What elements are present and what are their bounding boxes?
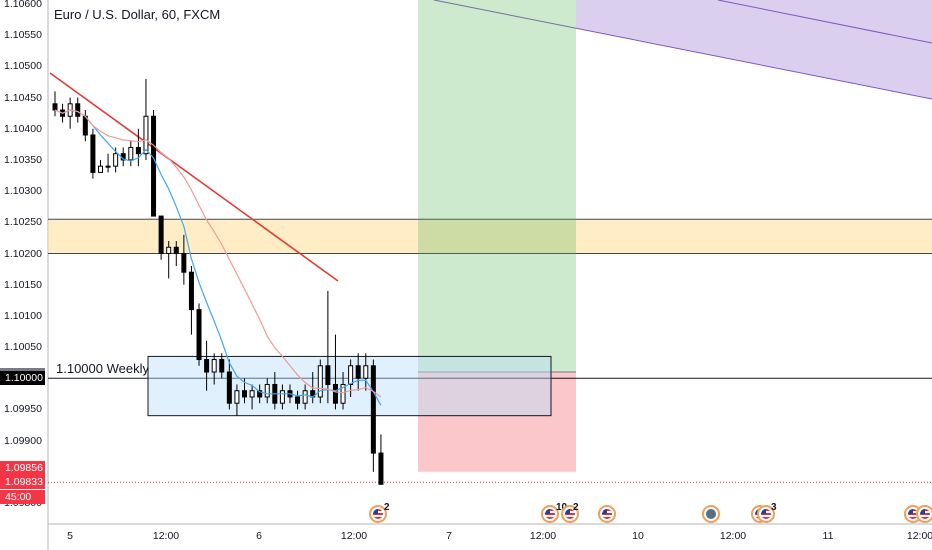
target-zone xyxy=(418,0,576,373)
price-label: 1.10350 xyxy=(4,153,42,166)
price-tag-structure: 1.10000 xyxy=(0,371,45,386)
bar-countdown-tag: 45:00 xyxy=(0,490,45,505)
channel-lower-line xyxy=(433,0,932,100)
price-label: 1.09950 xyxy=(4,403,42,416)
price-label: 1.10550 xyxy=(4,29,42,42)
candle-body xyxy=(173,246,179,254)
price-label: 1.10400 xyxy=(4,122,42,135)
event-count: 2 xyxy=(384,502,390,513)
time-label: 12:00 xyxy=(152,530,180,542)
trend-line xyxy=(49,72,339,282)
candle-body xyxy=(264,383,270,398)
candle-body xyxy=(204,359,210,373)
candle-body xyxy=(196,309,202,361)
time-label: 6 xyxy=(256,530,262,542)
price-label: 1.10500 xyxy=(4,60,42,73)
candle-body xyxy=(166,246,172,254)
price-label: 1.10150 xyxy=(4,278,42,291)
candle-body xyxy=(378,452,384,485)
candle-body xyxy=(226,371,232,404)
resistance-zone xyxy=(48,219,932,254)
candle-body xyxy=(234,390,240,404)
chart-title: Euro / U.S. Dollar, 60, FXCM xyxy=(54,7,221,22)
price-label: 1.10200 xyxy=(4,247,42,260)
ma-slow-line xyxy=(54,109,382,398)
economic-event-us-flag-icon[interactable] xyxy=(916,505,932,523)
time-label: 12:00 xyxy=(340,530,368,542)
candle-body xyxy=(151,115,157,217)
candle-body xyxy=(158,215,164,254)
stop-zone xyxy=(418,372,576,472)
candle-body xyxy=(211,359,217,373)
candle-body xyxy=(105,165,111,168)
price-label: 1.10300 xyxy=(4,185,42,198)
economic-event-world-icon[interactable] xyxy=(702,505,720,523)
ma-fast-line xyxy=(54,109,382,406)
candle-body xyxy=(90,134,96,173)
candle-body xyxy=(188,271,194,311)
candle-body xyxy=(302,390,308,404)
time-label: 11 xyxy=(822,530,834,542)
economic-event-us-flag-icon[interactable] xyxy=(369,505,387,523)
candle-body xyxy=(355,365,361,379)
price-label: 1.10100 xyxy=(4,309,42,322)
candle-body xyxy=(113,153,119,167)
price-label: 1.10050 xyxy=(4,341,42,354)
channel-upper-line xyxy=(717,0,932,44)
candle-body xyxy=(332,383,338,404)
candle-body xyxy=(135,146,141,155)
price-label: 1.09900 xyxy=(4,434,42,447)
price-tag-last: 1.09833 xyxy=(0,475,45,490)
time-label: 10 xyxy=(632,530,644,542)
time-label: 12:00 xyxy=(719,530,747,542)
candle-body xyxy=(219,359,225,373)
time-label: 5 xyxy=(67,530,73,542)
channel-fill xyxy=(434,0,932,99)
candle-body xyxy=(82,115,88,136)
price-label: 1.10600 xyxy=(4,0,42,10)
candle-body xyxy=(257,390,263,398)
candle-body xyxy=(279,390,285,404)
time-label: 7 xyxy=(446,530,452,542)
event-count: 3 xyxy=(771,502,777,513)
candle-body xyxy=(325,365,331,385)
candle-body xyxy=(340,383,346,404)
price-label: 1.10450 xyxy=(4,91,42,104)
economic-event-us-flag-icon[interactable] xyxy=(541,505,559,523)
candle-body xyxy=(75,103,81,117)
economic-event-us-flag-icon[interactable] xyxy=(598,505,616,523)
candle-body xyxy=(317,365,323,398)
event-count: 2 xyxy=(573,502,579,513)
candle-body xyxy=(242,390,247,398)
candle-body xyxy=(370,365,376,454)
candle-body xyxy=(128,146,134,161)
candle-body xyxy=(348,365,354,385)
economic-event-us-flag-icon[interactable] xyxy=(757,505,775,523)
candle-body xyxy=(97,165,103,173)
event-count: 10 xyxy=(556,502,568,513)
candle-body xyxy=(363,365,369,379)
candle-body xyxy=(143,115,149,155)
price-tag-high-line: 1.09856 xyxy=(0,461,45,476)
price-label: 1.10250 xyxy=(4,216,42,229)
candle-body xyxy=(181,253,187,273)
time-label: 12:00 xyxy=(529,530,557,542)
candle-body xyxy=(295,396,301,404)
economic-event-us-flag-icon[interactable] xyxy=(561,505,579,523)
weekly-structure-label: 1.10000 Weekly Structure xyxy=(56,361,148,376)
candle-body xyxy=(52,103,58,111)
candle-body xyxy=(249,390,255,398)
time-label: 12:00 xyxy=(906,530,932,542)
